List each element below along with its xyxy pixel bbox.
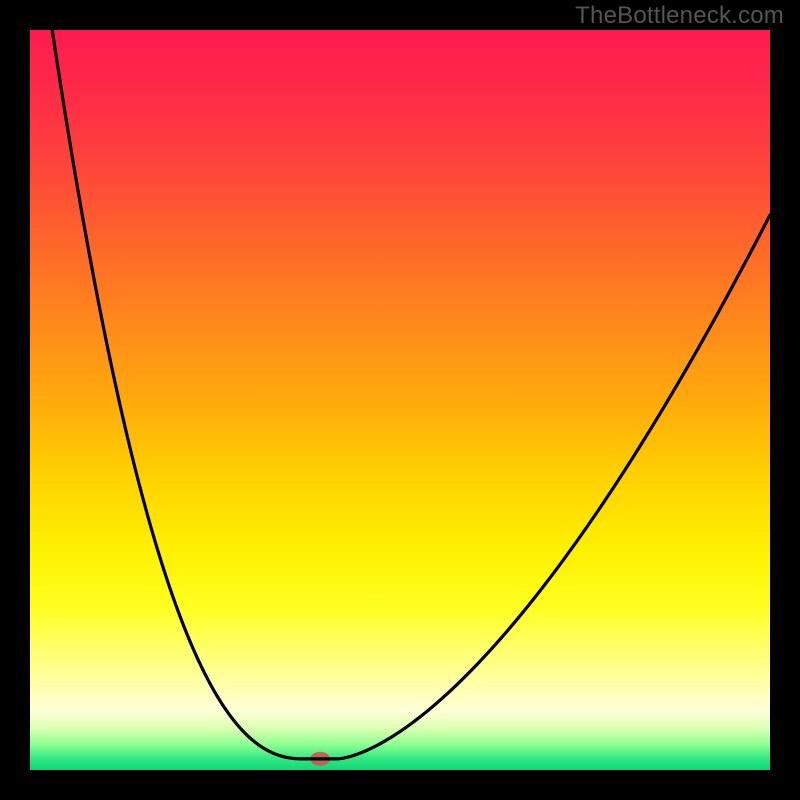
- plot-background: [30, 30, 770, 770]
- chart-svg: [0, 0, 800, 800]
- chart-stage: TheBottleneck.com: [0, 0, 800, 800]
